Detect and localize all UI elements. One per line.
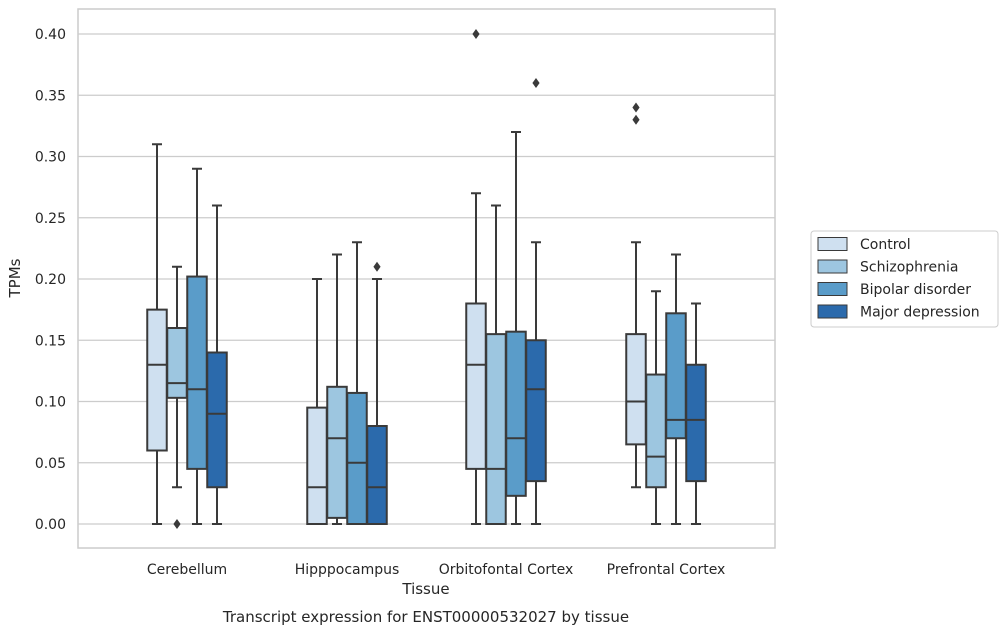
box-2-2 [505,131,527,525]
outlier-point [373,261,381,272]
x-axis-title: Tissue [401,580,449,598]
legend-swatch [817,237,848,251]
legend-swatch [817,259,848,274]
y-tick-label: 0.25 [35,211,66,227]
legend-swatch [817,282,848,296]
box-iqr [465,302,487,470]
outlier-point [632,114,640,125]
y-tick-label: 0.05 [35,456,66,472]
plot-series [146,29,707,529]
outlier-point [472,29,480,39]
legend-label: Bipolar disorder [860,282,971,298]
box-3-0 [206,204,228,525]
legend: Control Schizophrenia Bipolar disorder Majo… [810,230,999,328]
box-1-3 [645,290,667,525]
box-2-1 [346,241,368,525]
box-iqr [685,363,707,483]
box-1-2 [485,204,507,525]
box-iqr [206,351,228,489]
box-iqr [146,308,168,452]
x-tick-label: Prefrontal Cortex [607,562,726,578]
box-iqr [525,339,547,483]
outlier-point [532,78,540,88]
box-iqr [346,391,368,525]
x-tick-label: Cerebellum [147,562,227,578]
y-tick-label: 0.10 [35,395,66,411]
x-tick-label: Hipppocampus [295,562,400,578]
box-2-3 [665,253,687,525]
y-axis-title: TPMs [6,258,24,298]
box-iqr [186,275,208,470]
legend-swatch [817,304,848,319]
legend-label: Schizophrenia [860,260,958,276]
y-tick-label: 0.30 [35,150,66,166]
y-tick-label: 0.15 [35,333,66,349]
box-iqr [645,373,667,489]
box-0-3 [625,102,647,489]
box-iqr [326,385,348,519]
y-tick-label: 0.00 [35,517,66,533]
box-iqr [625,333,647,446]
box-0-1 [306,278,328,525]
box-3-3 [685,302,707,525]
outlier-point [632,102,640,113]
y-tick-label: 0.35 [35,88,66,104]
y-tick-labels: 0.00 0.05 0.10 0.15 0.20 0.25 0.30 0.35 0.40 [35,27,66,533]
box-iqr [166,327,188,399]
box-3-2 [525,78,547,525]
x-tick-label: Orbitofontal Cortex [439,562,574,578]
box-iqr [505,330,527,497]
box-iqr [485,333,507,525]
x-tick-labels: Cerebellum Hipppocampus Orbitofontal Corte… [147,562,725,578]
legend-frame [810,230,999,328]
y-tick-label: 0.20 [35,272,66,288]
box-iqr [306,406,328,525]
legend-label: Major depression [860,305,980,321]
y-tick-label: 0.40 [35,27,66,43]
plot-area-frame [77,8,776,549]
outlier-point [173,519,181,529]
legend-label: Control [860,237,911,253]
box-1-0 [166,265,188,529]
chart-caption: Transcript expression for ENST0000053202… [222,608,629,626]
box-iqr [366,425,388,525]
box-3-1 [366,261,388,525]
